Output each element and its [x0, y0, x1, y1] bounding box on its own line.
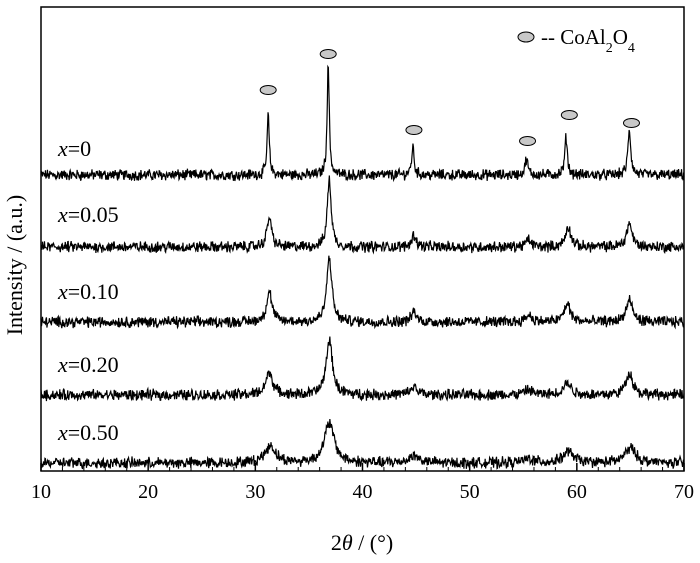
- series-label-4: x=0.50: [57, 420, 119, 445]
- legend: -- CoAl2O4: [517, 25, 635, 56]
- series-line-1: [40, 175, 685, 255]
- x-tick-label-4: 50: [460, 481, 480, 503]
- x-axis-title: 2θ / (°): [331, 530, 393, 555]
- series-line-0: [40, 64, 685, 183]
- peak-marker-1: [319, 49, 337, 59]
- series-label-0: x=0: [57, 136, 91, 161]
- series-line-3: [40, 336, 685, 402]
- series-line-4: [40, 419, 685, 470]
- peak-marker-3: [519, 136, 537, 146]
- series-label-3: x=0.20: [57, 352, 119, 377]
- series-label-2: x=0.10: [57, 279, 119, 304]
- x-tick-label-6: 70: [674, 481, 694, 503]
- legend-marker: [517, 31, 535, 43]
- series-label-1: x=0.05: [57, 202, 119, 227]
- legend-label: -- CoAl2O4: [541, 25, 635, 56]
- series-line-2: [40, 255, 685, 330]
- series-traces: [40, 64, 685, 470]
- peak-markers: [259, 49, 640, 146]
- x-tick-label-3: 40: [353, 481, 373, 503]
- plot-frame: [40, 6, 685, 472]
- peak-marker-2: [405, 125, 423, 135]
- x-tick-label-2: 30: [245, 481, 265, 503]
- y-axis-title: Intensity / (a.u.): [2, 195, 27, 336]
- peak-marker-4: [560, 110, 578, 120]
- x-axis-ticks: 10 20 30 40 50 60 70: [31, 463, 694, 503]
- peak-marker-0: [259, 85, 277, 95]
- x-tick-label-1: 20: [138, 481, 158, 503]
- series-labels: x=0 x=0.05 x=0.10 x=0.20 x=0.50: [57, 136, 119, 445]
- x-tick-label-5: 60: [567, 481, 587, 503]
- peak-marker-5: [622, 118, 640, 128]
- x-tick-label-0: 10: [31, 481, 51, 503]
